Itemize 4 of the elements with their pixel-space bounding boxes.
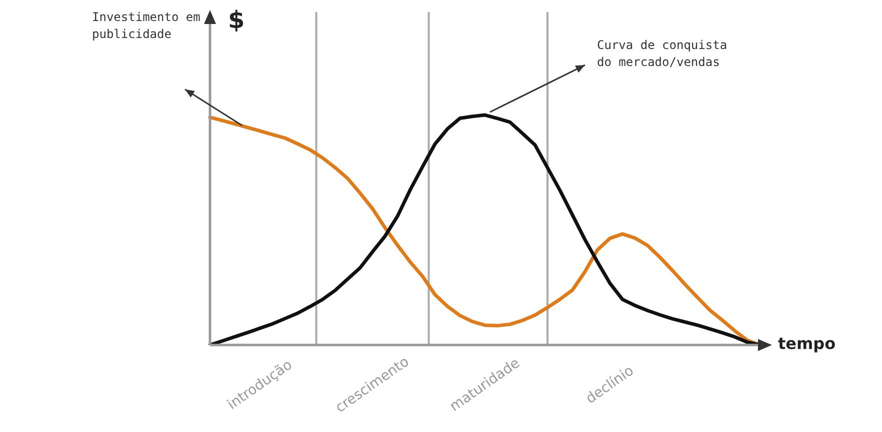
y-axis-title: $ (228, 6, 245, 34)
text: Investimento em publicidade (92, 9, 202, 44)
text: Curva de conquista do mercado/vendas (597, 37, 728, 72)
x-axis-title: tempo (778, 334, 836, 353)
